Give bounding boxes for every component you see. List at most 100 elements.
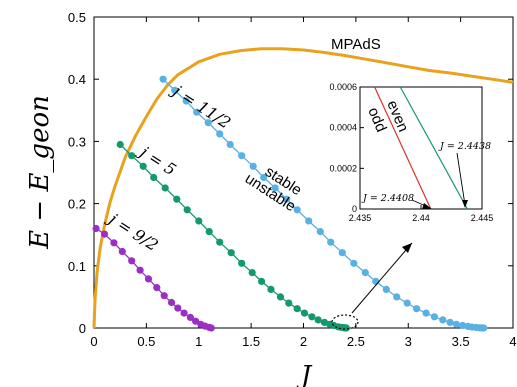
y-tick-label: 0.4 (68, 72, 86, 87)
x-tick-label: 2.5 (347, 334, 365, 349)
data-point-j5 (150, 173, 158, 182)
data-point-j9-2 (186, 313, 194, 321)
data-point-j11-2 (204, 119, 212, 127)
data-point-j5 (173, 195, 181, 203)
data-point-j5 (248, 269, 256, 277)
inset-x-tick-label: 2.44 (412, 213, 430, 223)
inset-marker-even-arrowhead (462, 200, 468, 208)
data-point-j11-2 (216, 130, 224, 138)
data-point-j11-2 (452, 320, 460, 328)
inset-ticks: 2.435 2.44 2.445 0 0.0002 0.0004 0.0006 (329, 82, 493, 223)
x-tick-label: 0.5 (137, 334, 155, 349)
data-point-j9-2 (180, 309, 188, 317)
inset-y-tick-label: 0.0004 (329, 123, 357, 133)
data-point-j9-2 (144, 275, 153, 283)
data-point-j11-2 (480, 324, 488, 332)
data-point-j11-2 (382, 285, 390, 293)
zoom-region-ellipse (331, 314, 359, 330)
data-point-j11-2 (446, 318, 454, 326)
data-point-j9-2 (207, 324, 215, 332)
data-point-j5 (139, 162, 147, 170)
data-point-j11-2 (403, 299, 411, 307)
data-point-j11-2 (393, 293, 401, 301)
data-point-j5 (161, 184, 169, 192)
j11-2-label: j = 11/2 (167, 80, 234, 133)
data-point-j11-2 (327, 238, 335, 246)
inset-y-tick-label: 0.0006 (329, 82, 357, 92)
data-point-j5 (227, 249, 235, 257)
y-tick-label: 0.3 (68, 134, 86, 149)
y-tick-label: 0.2 (68, 197, 86, 212)
data-point-j11-2 (430, 313, 438, 321)
inset-marker-even-label: J = 2.4438 (438, 141, 491, 152)
data-point-j9-2 (136, 266, 144, 274)
data-point-j5 (285, 299, 293, 307)
data-point-j11-2 (171, 86, 179, 94)
data-point-j9-2 (92, 224, 100, 233)
x-tick-label: 4 (509, 334, 516, 349)
inset-marker-odd-arrowhead (422, 203, 432, 209)
data-point-j11-2 (159, 75, 167, 83)
y-axis-label: E − E_geon (25, 95, 55, 250)
data-point-j11-2 (350, 259, 358, 267)
data-point-j9-2 (110, 239, 118, 247)
inset-marker-odd-label: J = 2.4408 (361, 193, 414, 204)
data-point-j5 (293, 305, 301, 313)
data-point-j11-2 (193, 108, 201, 116)
series-line-mpads (92, 47, 514, 329)
zoom-arrow (351, 242, 413, 314)
data-point-j11-2 (316, 228, 324, 236)
x-tick-label: 0 (90, 334, 97, 349)
data-point-j11-2 (459, 321, 467, 330)
data-point-j9-2 (167, 298, 176, 307)
data-point-j11-2 (439, 316, 447, 324)
data-point-j5 (258, 277, 266, 285)
data-point-j5 (276, 293, 285, 301)
inset-line-even (399, 86, 468, 210)
data-point-j5 (195, 217, 203, 225)
data-point-j9-2 (174, 304, 182, 312)
zoom-arrow-head (402, 243, 412, 253)
data-point-j11-2 (226, 140, 234, 149)
data-point-j11-2 (182, 97, 190, 105)
data-point-j5 (205, 228, 213, 236)
inset-x-tick-label: 2.445 (471, 213, 494, 223)
data-point-j5 (267, 285, 275, 293)
inset-y-tick-label: 0 (352, 204, 357, 214)
x-tick-label: 2 (300, 334, 307, 349)
data-point-j9-2 (100, 230, 109, 238)
data-point-j5 (300, 309, 309, 317)
j5-label: j = 5 (134, 141, 179, 180)
data-point-j11-2 (413, 305, 421, 313)
y-tick-label: 0.1 (68, 259, 86, 274)
data-point-j11-2 (238, 152, 246, 160)
data-point-j9-2 (192, 317, 200, 325)
data-point-j11-2 (283, 195, 291, 203)
mpads-label: MPAdS (331, 36, 381, 53)
data-point-j11-2 (372, 277, 380, 285)
data-point-j11-2 (260, 173, 268, 182)
data-point-j11-2 (305, 217, 313, 225)
data-point-j11-2 (422, 309, 430, 317)
series-layer (92, 47, 514, 332)
data-point-j5 (116, 140, 124, 149)
x-tick-label: 1 (195, 334, 202, 349)
data-point-j5 (128, 152, 136, 160)
data-point-j11-2 (293, 206, 301, 214)
data-point-j11-2 (338, 249, 346, 257)
x-axis-label: J (296, 361, 313, 387)
inset-marker-even-arrow (456, 152, 466, 206)
y-tick-label: 0 (79, 321, 86, 336)
x-tick-label: 1.5 (242, 334, 260, 349)
main-ticks: 0 0.5 1 1.5 2 2.5 3 3.5 4 0 0.1 0.2 0.3 0.4 0.5 (68, 10, 517, 349)
data-point-j5 (314, 316, 322, 324)
data-point-j11-2 (361, 269, 369, 277)
data-point-j9-2 (118, 247, 126, 256)
data-point-j11-2 (249, 162, 257, 170)
data-point-j11-2 (271, 184, 279, 192)
data-point-j9-2 (153, 284, 161, 292)
data-point-j5 (308, 313, 316, 321)
y-tick-label: 0.5 (68, 10, 86, 25)
x-tick-label: 3 (405, 334, 412, 349)
